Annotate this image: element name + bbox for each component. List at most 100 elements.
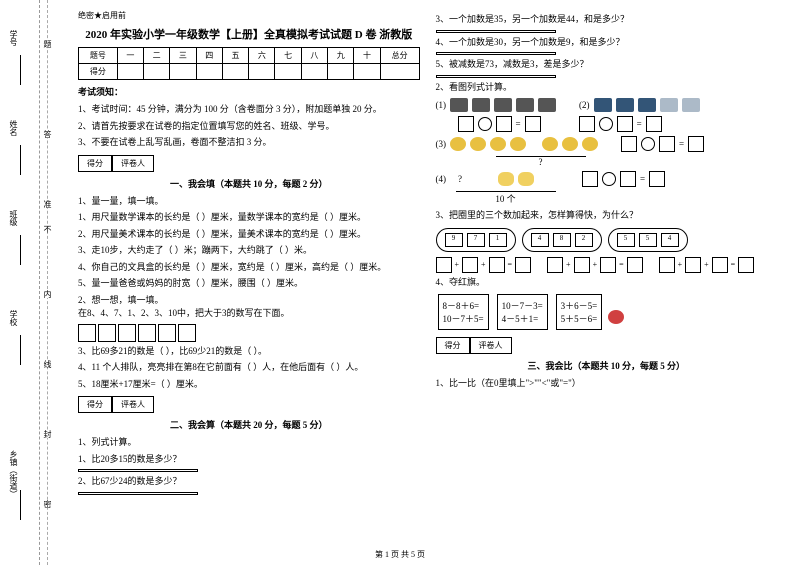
th: 八 [301,48,327,64]
bee-icon [490,137,506,151]
op-circle [478,117,492,131]
q-item: 4、一个加数是30，另一个加数是9，和是多少？ [436,36,778,50]
side-label-school: 学校 [8,310,19,326]
score-right: 评卷人 [112,396,154,413]
camera-icon [472,98,490,112]
answer-box [158,324,176,342]
dash-column: 题 答 准 不 内 线 封 密 [40,0,55,565]
bee-icon [562,137,578,151]
eq-sign: = [640,174,645,184]
blank-box [685,257,701,273]
blank-box [582,171,598,187]
ten-label: 10 个 [456,191,556,205]
th: 六 [249,48,275,64]
blank-box [458,116,474,132]
blank-box [738,257,754,273]
q-item: 3、一个加数是35，另一个加数是44，和是多少？ [436,13,778,27]
num-box: 1 [489,233,507,247]
q3-text: 3、比69多21的数是（ ），比69少21的数是（ ）。 [78,345,420,359]
op-circle [599,117,613,131]
num-box: 8 [553,233,571,247]
answer-box [178,324,196,342]
flag-eq: 10－7＋5= [443,312,484,325]
td [222,64,248,80]
score-box: 得分 评卷人 [78,396,420,413]
q1-item: 2、用尺量美术课本的长约是（ ）厘米，量美术课本的宽约是（ ）厘米。 [78,228,420,242]
num-box: 4 [531,233,549,247]
q3-title: 3、把圈里的三个数加起来，怎样算得快，为什么？ [436,209,778,223]
dash-label: 封 [42,430,53,438]
score-left: 得分 [78,155,112,172]
blank-box [659,257,675,273]
num-box: 9 [445,233,463,247]
score-left: 得分 [78,396,112,413]
pic-question-4: (4) ? = [436,171,778,187]
op-circle [602,172,616,186]
answer-line [436,75,556,78]
flag-eq: 5＋5－6= [561,312,598,325]
td [354,64,380,80]
blank-box [515,257,531,273]
th: 二 [143,48,169,64]
num-box: 5 [617,233,635,247]
num-label: (4) [436,174,447,184]
number-oval: 5 5 4 [608,228,688,252]
q1-item: 1、用尺量数学课本的长约是（ ）厘米，量数学课本的宽约是（ ）厘米。 [78,211,420,225]
td [380,64,419,80]
table-row: 得分 [79,64,420,80]
page-container: 学号 姓名 班级 学校 乡镇（街道） 题 答 准 不 内 线 封 密 绝密★启用… [0,0,800,565]
duck-icon [498,172,514,186]
side-label-name: 姓名 [8,120,19,136]
score-right: 评卷人 [112,155,154,172]
flag-eq: 8－8＋6= [443,299,484,312]
answer-line [78,469,198,472]
num-box: 2 [575,233,593,247]
radio-icon [616,98,634,112]
blank-box [600,257,616,273]
th: 总分 [380,48,419,64]
blank-box [525,116,541,132]
flag-eq: 4－5＋1= [502,312,543,325]
blank-box [712,257,728,273]
dash-label: 题 [42,40,53,48]
right-column: 3、一个加数是35，另一个加数是44，和是多少？ 4、一个加数是30，另一个加数… [428,10,786,555]
num-box: 7 [467,233,485,247]
q-item: 2、比67少24的数是多少？ [78,475,420,489]
number-oval: 4 8 2 [522,228,602,252]
td [249,64,275,80]
score-right: 评卷人 [470,337,512,354]
camera-icon [450,98,468,112]
camera-icon [516,98,534,112]
flag-eq: 10－7－3= [502,299,543,312]
q2-title: 2、看图列式计算。 [436,81,778,95]
answer-line [78,492,198,495]
section2-title: 二、我会算（本题共 20 分，每题 5 分） [78,418,420,431]
th: 四 [196,48,222,64]
side-line [20,145,21,175]
td [328,64,354,80]
duck-icon [518,172,534,186]
num-label: (1) [436,100,447,110]
content-area: 绝密★启用前 2020 年实验小学一年级数学【上册】全真模拟考试试题 D 卷 浙… [55,0,800,565]
answer-boxes [78,324,420,342]
table-row: 题号 一 二 三 四 五 六 七 八 九 十 总分 [79,48,420,64]
side-line [20,55,21,85]
q-mark: ? [450,174,470,184]
side-label-class: 班级 [8,210,19,226]
section1-title: 一、我会填（本题共 10 分，每题 2 分） [78,177,420,190]
dash-label: 准 [42,200,53,208]
bee-icon [470,137,486,151]
td [170,64,196,80]
flag-row: 8－8＋6= 10－7＋5= 10－7－3= 4－5＋1= 3＋6－5= 5＋5… [436,292,778,332]
notice-item: 2、请首先按要求在试卷的指定位置填写您的姓名、班级、学号。 [78,120,420,134]
flag-box: 10－7－3= 4－5＋1= [497,294,548,330]
blank-box [688,136,704,152]
blank-box [489,257,505,273]
binding-column: 学号 姓名 班级 学校 乡镇（街道） [0,0,40,565]
dash-label: 不 [42,225,53,233]
q-title: 1、列式计算。 [78,436,420,450]
radio-icon [638,98,656,112]
num-box: 4 [661,233,679,247]
dash-label: 线 [42,360,53,368]
blank-box [621,136,637,152]
